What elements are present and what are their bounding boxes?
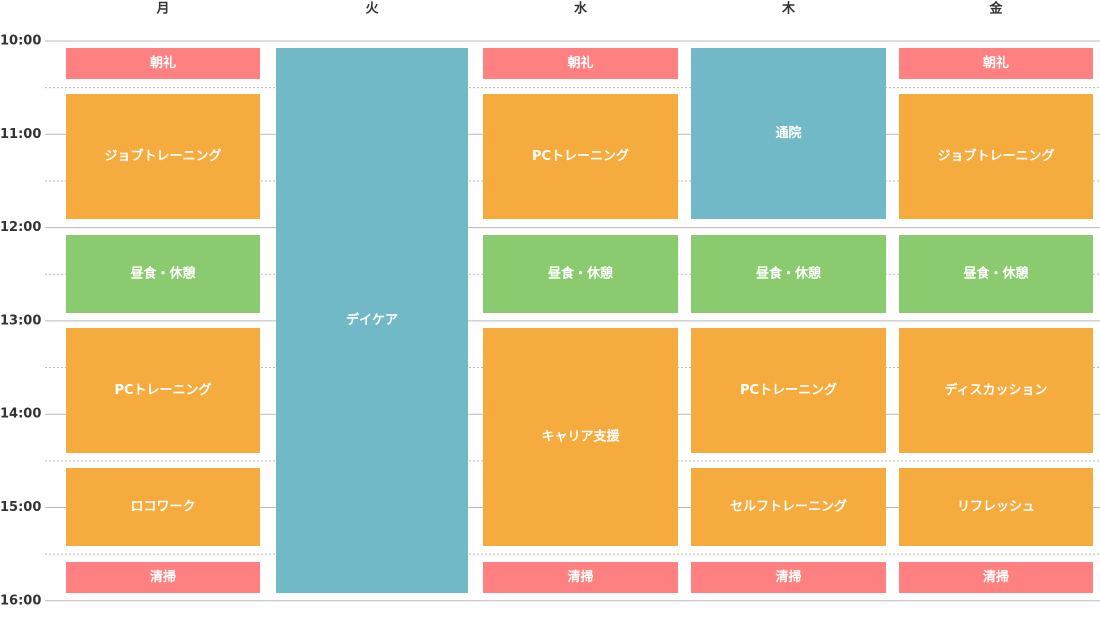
event-label: ディスカッション [944, 382, 1047, 398]
event-label: セルフトレーニング [730, 499, 847, 515]
event-block [483, 562, 678, 593]
event-label: PCトレーニング [114, 382, 211, 398]
event-block [691, 328, 886, 453]
event-block [276, 48, 468, 593]
event-block [899, 562, 1093, 593]
event-label: デイケア [346, 312, 398, 328]
event-block [691, 562, 886, 593]
event-block [899, 94, 1093, 219]
event-label: ロコワーク [130, 500, 195, 515]
event-block [66, 235, 260, 313]
event-label: 昼食・休憩 [963, 266, 1028, 282]
event-block [899, 328, 1093, 453]
event-label: ジョブトレーニング [937, 148, 1054, 164]
event-block [691, 235, 886, 313]
day-header: 月 [155, 2, 169, 17]
event-label: 朝礼 [983, 55, 1009, 71]
event-label: 清掃 [567, 569, 593, 585]
event-label: リフレッシュ [957, 500, 1035, 515]
event-label: 昼食・休憩 [548, 266, 613, 282]
day-header: 火 [365, 2, 379, 17]
event-label: ジョブトレーニング [104, 148, 221, 164]
day-header: 金 [988, 1, 1003, 17]
event-label: 昼食・休憩 [130, 266, 195, 282]
event-block [66, 468, 260, 546]
time-label: 11:00 [0, 127, 41, 142]
event-block [483, 328, 678, 546]
event-label: PCトレーニング [740, 382, 837, 398]
event-label: 清掃 [150, 569, 176, 585]
event-block [66, 94, 260, 219]
event-label: PCトレーニング [532, 148, 629, 164]
time-label: 13:00 [0, 313, 41, 328]
time-label: 15:00 [0, 500, 41, 515]
event-label: キャリア支援 [541, 429, 620, 445]
event-block [899, 48, 1093, 79]
event-block [899, 468, 1093, 546]
event-block [66, 562, 260, 593]
event-label: 清掃 [775, 569, 801, 585]
event-block [66, 48, 260, 79]
event-block [483, 235, 678, 313]
event-block [483, 94, 678, 219]
time-label: 14:00 [0, 407, 41, 422]
event-block [691, 48, 886, 219]
event-label: 朝礼 [150, 55, 176, 71]
time-label: 16:00 [0, 593, 41, 608]
event-block [66, 328, 260, 453]
day-header: 木 [781, 1, 796, 17]
event-block [899, 235, 1093, 313]
time-label: 12:00 [0, 220, 41, 235]
event-label: 昼食・休憩 [756, 266, 821, 282]
event-block [691, 468, 886, 546]
day-header: 水 [574, 1, 588, 17]
event-label: 清掃 [983, 569, 1009, 585]
event-block [483, 48, 678, 79]
time-label: 10:00 [0, 34, 41, 49]
event-label: 通院 [775, 125, 801, 141]
event-label: 朝礼 [567, 55, 593, 71]
